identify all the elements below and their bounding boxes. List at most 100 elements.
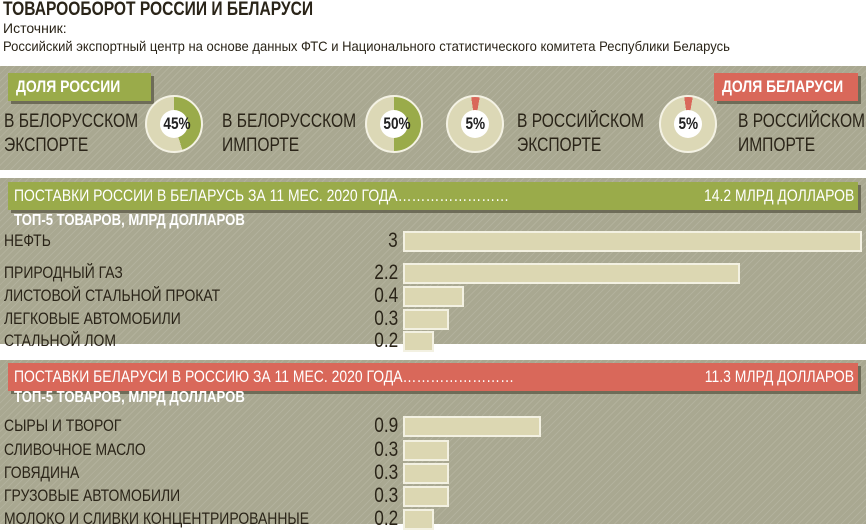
bar-category-text: ГРУЗОВЫЕ АВТОМОБИЛИ xyxy=(4,486,181,505)
title-text: ПОСТАВКИ РОССИИ В БЕЛАРУСЬ ЗА 11 МЕС. 20… xyxy=(14,186,398,205)
share-label: В РОССИЙСКОМ ЭКСПОРТЕ xyxy=(517,110,672,158)
share-value-text: 5% xyxy=(465,114,485,133)
belarus-exports-panel: ПОСТАВКИ БЕЛАРУСИ В РОССИЮ ЗА 11 МЕС. 20… xyxy=(0,360,866,530)
bar-row: СТАЛЬНОЙ ЛОМ 0.2 xyxy=(0,329,866,353)
bar-row: ГРУЗОВЫЕ АВТОМОБИЛИ 0.3 xyxy=(0,484,866,508)
shares-panel: ДОЛЯ РОССИИ ДОЛЯ БЕЛАРУСИ В БЕЛОРУССКОМ Э… xyxy=(0,66,866,170)
share-label-line2: ИМПОРТЕ xyxy=(738,135,816,156)
bar-category-text: НЕФТЬ xyxy=(4,231,51,250)
share-label-line1: В РОССИЙСКОМ xyxy=(738,111,866,132)
share-label-line2: ЭКСПОРТЕ xyxy=(517,135,602,156)
bar-value-label: 0.3 xyxy=(369,461,398,485)
bar-value-label: 3 xyxy=(386,229,398,253)
bar-value-label: 0.3 xyxy=(369,484,398,508)
russia-exports-panel: ПОСТАВКИ РОССИИ В БЕЛАРУСЬ ЗА 11 МЕС. 20… xyxy=(0,178,866,352)
bar xyxy=(403,286,465,307)
share-label-line1: В БЕЛОРУССКОМ xyxy=(222,111,357,132)
bar-category-text: ГОВЯДИНА xyxy=(4,463,80,482)
belarus-exports-header: ПОСТАВКИ БЕЛАРУСИ В РОССИЮ ЗА 11 МЕС. 20… xyxy=(8,363,858,391)
share-label: В БЕЛОРУССКОМ ИМПОРТЕ xyxy=(222,110,386,158)
subtitle-text: ТОП-5 ТОВАРОВ, МЛРД ДОЛЛАРОВ xyxy=(14,389,245,406)
russia-exports-total: 14.2 МЛРД ДОЛЛАРОВ xyxy=(671,182,854,210)
share-value: 5% xyxy=(461,110,489,138)
bar-row: ПРИРОДНЫЙ ГАЗ 2.2 xyxy=(0,261,866,284)
bar xyxy=(403,331,434,352)
share-value-text: 50% xyxy=(383,114,411,133)
bar-category: НЕФТЬ xyxy=(4,231,61,251)
bar-value-text: 2.2 xyxy=(374,261,398,284)
source-label: Источник: xyxy=(3,20,67,36)
bar xyxy=(403,231,862,252)
total-text: 14.2 МЛРД ДОЛЛАРОВ xyxy=(703,186,854,205)
bar-category-text: СЛИВОЧНОЕ МАСЛО xyxy=(4,440,146,459)
bar-value-text: 0.2 xyxy=(374,507,398,530)
bar xyxy=(403,463,449,484)
bar-category-text: ЛИСТОВОЙ СТАЛЬНОЙ ПРОКАТ xyxy=(4,286,221,305)
bar-row: СЫРЫ И ТВОРОГ 0.9 xyxy=(0,414,866,438)
bar-category-text: СЫРЫ И ТВОРОГ xyxy=(4,416,122,435)
russia-exports-header: ПОСТАВКИ РОССИИ В БЕЛАРУСЬ ЗА 11 МЕС. 20… xyxy=(8,182,858,210)
bar-value-label: 0.2 xyxy=(369,329,398,353)
share-donut: 5% xyxy=(659,95,717,153)
russia-share-tag: ДОЛЯ РОССИИ xyxy=(8,73,152,101)
page-title: ТОВАРООБОРОТ РОССИИ И БЕЛАРУСИ xyxy=(3,0,381,21)
share-value-text: 45% xyxy=(163,114,191,133)
bar-value-label: 0.4 xyxy=(369,284,398,308)
bar-category: ЛЕГКОВЫЕ АВТОМОБИЛИ xyxy=(4,309,220,329)
bar xyxy=(403,440,449,461)
bar-category: ПРИРОДНЫЙ ГАЗ xyxy=(4,263,149,283)
bar xyxy=(403,309,449,330)
share-donut: 45% xyxy=(145,95,203,153)
share-value: 50% xyxy=(380,110,411,138)
belarus-exports-title: ПОСТАВКИ БЕЛАРУСИ В РОССИЮ ЗА 11 МЕС. 20… xyxy=(14,367,515,386)
belarus-share-tag-text: ДОЛЯ БЕЛАРУСИ xyxy=(722,77,844,96)
share-label-line2: ИМПОРТЕ xyxy=(222,135,300,156)
bar xyxy=(403,263,740,284)
russia-exports-title: ПОСТАВКИ РОССИИ В БЕЛАРУСЬ ЗА 11 МЕС. 20… xyxy=(14,186,510,205)
bar-category: ЛИСТОВОЙ СТАЛЬНОЙ ПРОКАТ xyxy=(4,286,268,306)
belarus-share-tag: ДОЛЯ БЕЛАРУСИ xyxy=(714,73,858,101)
bar-category: СЫРЫ И ТВОРОГ xyxy=(4,416,147,436)
bar-row: ЛЕГКОВЫЕ АВТОМОБИЛИ 0.3 xyxy=(0,307,866,331)
share-label-line2: ЭКСПОРТЕ xyxy=(4,135,89,156)
bar-category-text: ПРИРОДНЫЙ ГАЗ xyxy=(4,263,123,282)
bar-row: НЕФТЬ 3 xyxy=(0,229,866,253)
title-text: ТОВАРООБОРОТ РОССИИ И БЕЛАРУСИ xyxy=(3,0,314,20)
bar-value-text: 0.2 xyxy=(374,329,398,352)
bar xyxy=(403,509,434,530)
bar-category: СЛИВОЧНОЕ МАСЛО xyxy=(4,440,177,460)
bar xyxy=(403,416,541,437)
share-value: 45% xyxy=(160,110,191,138)
russia-share-tag-text: ДОЛЯ РОССИИ xyxy=(16,77,121,96)
bar-value-label: 0.3 xyxy=(369,307,398,331)
subtitle-text: ТОП-5 ТОВАРОВ, МЛРД ДОЛЛАРОВ xyxy=(14,212,245,229)
bar-category: СТАЛЬНОЙ ЛОМ xyxy=(4,331,141,351)
bar-value-label: 0.2 xyxy=(369,507,398,531)
bar-row: ЛИСТОВОЙ СТАЛЬНОЙ ПРОКАТ 0.4 xyxy=(0,284,866,308)
share-donut: 5% xyxy=(446,95,504,153)
bar-value-text: 0.3 xyxy=(374,484,398,507)
bar-row: СЛИВОЧНОЕ МАСЛО 0.3 xyxy=(0,438,866,462)
bar-category-text: МОЛОКО И СЛИВКИ КОНЦЕНТРИРОВАННЫЕ xyxy=(4,509,310,528)
bar-row: МОЛОКО И СЛИВКИ КОНЦЕНТРИРОВАННЫЕ 0.2 xyxy=(0,507,866,531)
bar-value-text: 0.3 xyxy=(374,438,398,461)
source-text-inner: Российский экспортный центр на основе да… xyxy=(3,38,730,54)
bar-value-label: 0.9 xyxy=(369,414,398,438)
belarus-exports-subtitle: ТОП-5 ТОВАРОВ, МЛРД ДОЛЛАРОВ xyxy=(14,389,295,407)
bar-value-label: 0.3 xyxy=(369,438,398,462)
bar-category-text: СТАЛЬНОЙ ЛОМ xyxy=(4,331,116,350)
bar-category-text: ЛЕГКОВЫЕ АВТОМОБИЛИ xyxy=(4,309,181,328)
share-label-line1: В РОССИЙСКОМ xyxy=(517,111,645,132)
source-text: Российский экспортный центр на основе да… xyxy=(3,38,785,54)
share-value: 5% xyxy=(674,110,702,138)
bar-row: ГОВЯДИНА 0.3 xyxy=(0,461,866,485)
bar-value-text: 3 xyxy=(388,229,398,252)
bar-category: МОЛОКО И СЛИВКИ КОНЦЕНТРИРОВАННЫЕ xyxy=(4,509,376,529)
bar-value-text: 0.3 xyxy=(374,461,398,484)
bar-value-text: 0.4 xyxy=(374,284,398,307)
share-label: В БЕЛОРУССКОМ ЭКСПОРТЕ xyxy=(4,110,168,158)
bar-category: ГРУЗОВЫЕ АВТОМОБИЛИ xyxy=(4,486,219,506)
title-text: ПОСТАВКИ БЕЛАРУСИ В РОССИЮ ЗА 11 МЕС. 20… xyxy=(14,367,403,386)
share-label: В РОССИЙСКОМ ИМПОРТЕ xyxy=(738,110,866,158)
share-donut: 50% xyxy=(365,95,423,153)
